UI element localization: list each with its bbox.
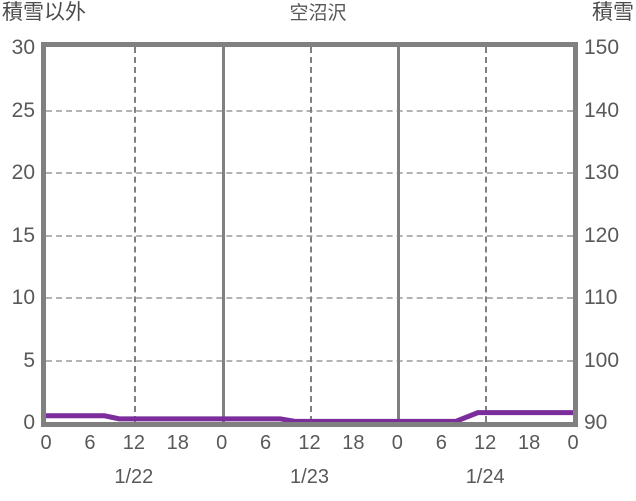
left-axis-tick-label: 0 [23,411,35,434]
left-axis-tick-label: 10 [11,286,35,309]
left-axis-tick-label: 20 [11,161,35,184]
day-boundary-line [397,47,401,422]
right-axis-tick-label: 130 [584,161,620,184]
right-axis-caption: 積雪 [592,1,634,24]
x-axis-tick-label: 6 [84,432,96,454]
x-axis-tick-label: 12 [474,432,497,454]
left-axis-caption: 積雪以外 [2,1,86,24]
x-axis-tick-label: 18 [342,432,365,454]
x-axis-tick-label: 12 [298,432,321,454]
vertical-gridline-dashed [485,47,488,422]
series-line-0 [46,410,573,422]
x-axis-day-label: 1/22 [114,466,154,488]
right-axis-tick-label: 110 [584,286,618,309]
chart-title: 空沼沢 [289,3,347,24]
x-axis-tick-label: 0 [216,432,228,454]
right-axis-tick-label: 140 [584,98,620,122]
x-axis-tick-label: 0 [40,432,52,454]
right-axis-tick-label: 120 [584,223,620,247]
left-axis-tick-label: 15 [11,223,35,247]
day-boundary-line [221,47,225,422]
plot-inner [46,47,573,422]
vertical-gridline-dashed [133,47,136,422]
x-axis-tick-label: 6 [260,432,272,454]
series-layer [46,410,573,422]
x-axis-tick-label: 12 [122,432,145,454]
vertical-gridline-dashed [309,47,312,422]
x-axis-tick-label: 6 [435,432,447,454]
x-axis-day-label: 1/23 [290,466,329,488]
x-axis-tick-label: 0 [567,432,579,454]
x-axis-tick-label: 18 [166,432,189,454]
left-axis-tick-label: 30 [11,36,35,59]
right-axis-tick-label: 90 [584,411,608,434]
x-axis-tick-label: 0 [391,432,403,454]
right-axis-tick-label: 100 [584,348,620,372]
x-axis-day-label: 1/24 [465,466,505,488]
left-axis-tick-label: 25 [11,98,35,122]
right-axis-tick-label: 150 [584,36,620,59]
plot-area [41,42,578,427]
x-axis-tick-label: 18 [517,432,541,454]
left-axis-tick-label: 5 [23,348,35,372]
